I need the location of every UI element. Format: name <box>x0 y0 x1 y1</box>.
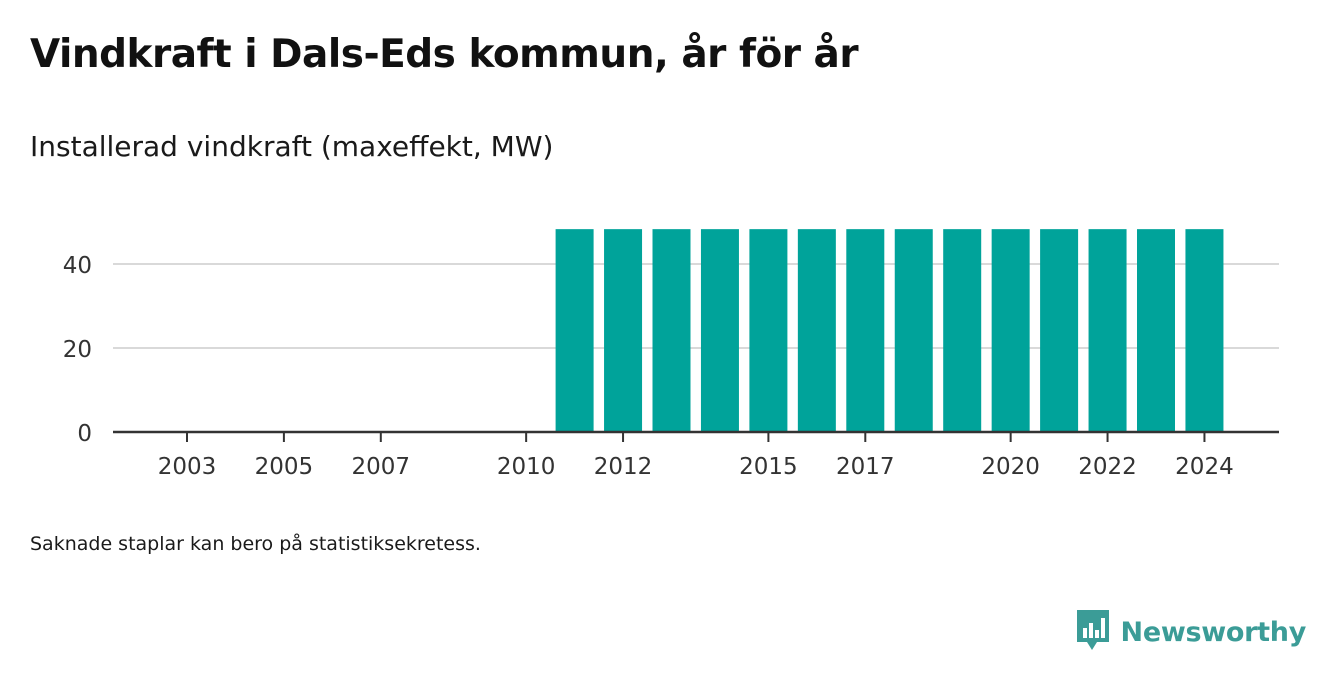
bar-2011 <box>555 229 594 432</box>
brand-logo[interactable]: Newsworthy <box>1075 610 1306 654</box>
tick-labels: 0 20 40 2003 2005 2007 2010 2012 2015 2017 2020 202… <box>63 253 1234 480</box>
y-tick-label: 20 <box>63 337 92 363</box>
bar-2017 <box>846 229 885 432</box>
bars <box>555 229 1224 432</box>
newsworthy-logo-icon <box>1075 608 1111 656</box>
x-tick-label: 2024 <box>1175 454 1234 480</box>
x-tick-label: 2015 <box>739 454 798 480</box>
bar-2016 <box>797 229 836 432</box>
bar-2021 <box>1040 229 1079 432</box>
bar-2019 <box>943 229 982 432</box>
bar-2015 <box>749 229 788 432</box>
bar-chart: 0 20 40 2003 2005 2007 2010 2012 2015 2017 2020 202… <box>63 229 1279 480</box>
bar-2013 <box>652 229 691 432</box>
gridlines <box>113 263 1279 349</box>
x-tick-label: 2003 <box>158 454 217 480</box>
x-tick-label: 2017 <box>836 454 895 480</box>
y-tick-label: 0 <box>77 421 92 447</box>
bar-2012 <box>604 229 643 432</box>
x-tick-label: 2012 <box>594 454 653 480</box>
chart-subtitle: Installerad vindkraft (maxeffekt, MW) <box>30 130 554 163</box>
bar-2014 <box>700 229 739 432</box>
x-tick-label: 2005 <box>255 454 314 480</box>
x-tick-label: 2007 <box>352 454 411 480</box>
chart-title: Vindkraft i Dals-Eds kommun, år för år <box>30 32 859 77</box>
bar-2023 <box>1137 229 1175 432</box>
y-tick-label: 40 <box>63 253 92 279</box>
x-tick-label: 2022 <box>1078 454 1137 480</box>
bar-2020 <box>991 229 1030 432</box>
x-tick-label: 2020 <box>981 454 1040 480</box>
footnote: Saknade staplar kan bero på statistiksek… <box>30 533 481 555</box>
bar-2018 <box>894 229 933 432</box>
bar-2022 <box>1088 229 1127 432</box>
x-tick-label: 2010 <box>497 454 556 480</box>
axes <box>113 430 1279 442</box>
bar-2024 <box>1185 229 1224 432</box>
brand-name: Newsworthy <box>1120 616 1307 648</box>
